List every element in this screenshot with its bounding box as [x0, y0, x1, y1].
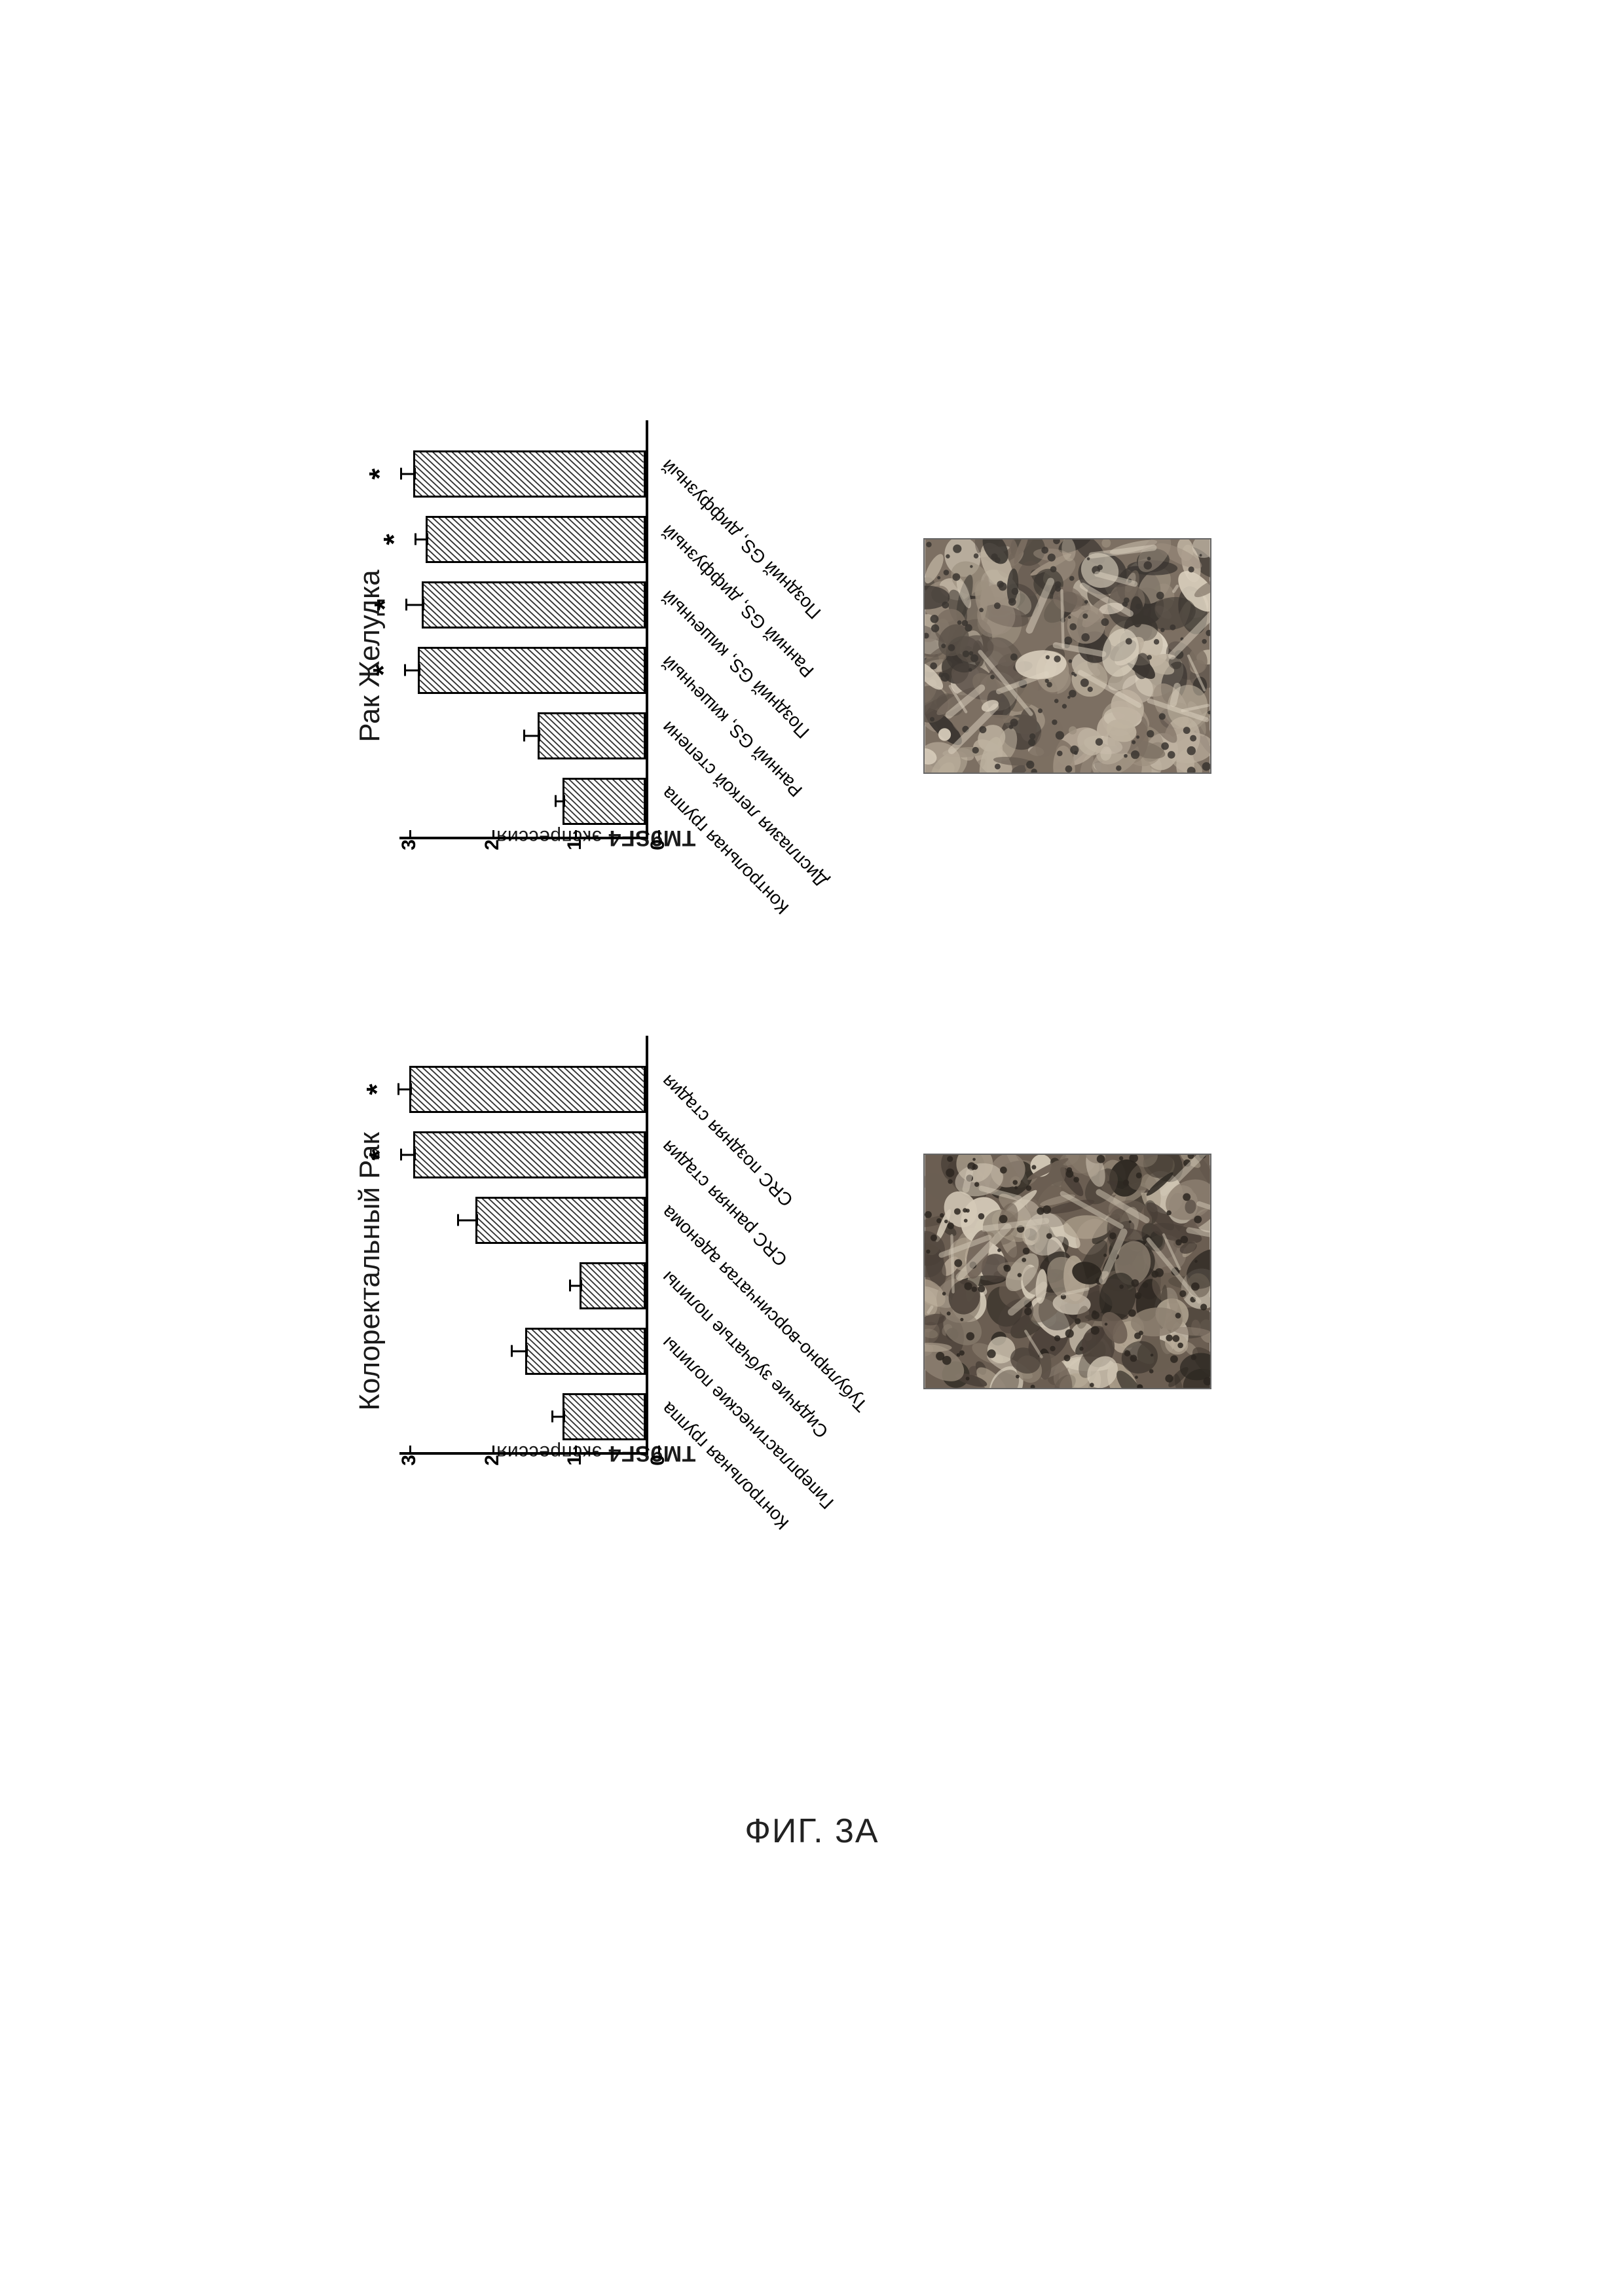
significance-marker: * — [363, 1149, 396, 1160]
error-bar — [400, 473, 416, 475]
bar — [475, 1197, 646, 1244]
y-tick: 1 — [564, 1455, 586, 1481]
bar — [525, 1328, 646, 1375]
y-tick: 2 — [481, 839, 504, 866]
error-bar — [400, 1154, 416, 1156]
panel-gastric: Рак Желудка TM9SF4 экспрессия 0123 **** … — [354, 388, 1270, 924]
y-tick: 3 — [398, 1455, 420, 1481]
error-bar — [405, 604, 424, 606]
bar — [409, 1066, 646, 1113]
significance-marker: * — [369, 599, 401, 610]
error-bar — [397, 1088, 412, 1090]
error-bar — [404, 669, 420, 671]
histology-image-colorectal — [923, 1154, 1211, 1389]
x-tick-label: CRC ранняя стадия — [657, 1136, 792, 1270]
y-ticks: 0123 — [399, 1455, 648, 1481]
bar — [413, 1131, 646, 1178]
y-tick: 3 — [398, 839, 420, 866]
x-labels: Контрольная группаДисплазия легкой степе… — [654, 420, 889, 839]
panel-colorectal: Колоректальный Рак TM9SF4 экспрессия 012… — [354, 1003, 1270, 1540]
error-bar — [511, 1350, 528, 1352]
significance-marker: * — [363, 468, 396, 479]
significance-marker: * — [367, 665, 400, 676]
bar — [413, 450, 646, 498]
error-bar — [457, 1219, 478, 1221]
significance-marker: * — [378, 534, 411, 545]
chart-colorectal: TM9SF4 экспрессия 0123 ** Контрольная гр… — [399, 1003, 891, 1540]
y-tick: 0 — [647, 839, 669, 866]
error-bar — [551, 1415, 566, 1417]
bar — [422, 581, 646, 629]
x-tick-label: CRC поздняя стадия — [657, 1070, 798, 1211]
significance-marker: * — [361, 1084, 394, 1095]
y-tick: 0 — [647, 1455, 669, 1481]
y-ticks: 0123 — [399, 839, 648, 866]
x-labels: Контрольная группаГиперпластические поли… — [654, 1036, 889, 1455]
figure-rotated-container: Колоректальный Рак TM9SF4 экспрессия 012… — [354, 342, 1270, 1586]
bar — [580, 1262, 646, 1309]
plot-area: ** — [399, 1036, 648, 1455]
y-tick: 1 — [564, 839, 586, 866]
error-bar — [415, 538, 429, 540]
plot-area: **** — [399, 420, 648, 839]
bar — [418, 647, 646, 694]
bar — [563, 1393, 646, 1440]
bar — [563, 778, 646, 825]
panel-title: Рак Желудка — [354, 570, 386, 742]
chart-gastric: TM9SF4 экспрессия 0123 **** Контрольная … — [399, 388, 891, 924]
panel-title: Колоректальный Рак — [354, 1132, 386, 1411]
histology-image-gastric — [923, 538, 1211, 774]
error-bar — [523, 735, 541, 737]
error-bar — [569, 1285, 581, 1286]
bar — [538, 712, 646, 759]
figure-caption: ФИГ. 3A — [745, 1812, 879, 1851]
error-bar — [555, 800, 566, 802]
y-tick: 2 — [481, 1455, 504, 1481]
bar — [426, 516, 646, 563]
